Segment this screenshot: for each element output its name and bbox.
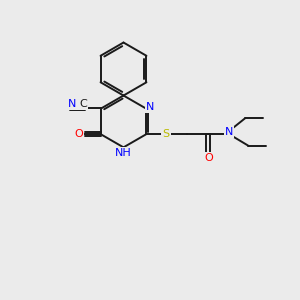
Text: S: S bbox=[162, 129, 169, 140]
Text: N: N bbox=[68, 99, 76, 109]
Text: N: N bbox=[146, 102, 154, 112]
Text: C: C bbox=[79, 99, 87, 109]
Text: NH: NH bbox=[115, 148, 132, 158]
Text: O: O bbox=[204, 153, 213, 163]
Text: N: N bbox=[225, 127, 233, 137]
Text: O: O bbox=[74, 129, 83, 140]
